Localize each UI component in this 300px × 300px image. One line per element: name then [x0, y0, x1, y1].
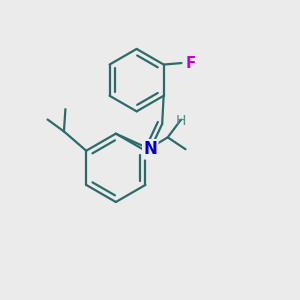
Text: N: N	[143, 140, 157, 158]
Text: F: F	[186, 56, 196, 70]
Text: H: H	[176, 114, 186, 128]
